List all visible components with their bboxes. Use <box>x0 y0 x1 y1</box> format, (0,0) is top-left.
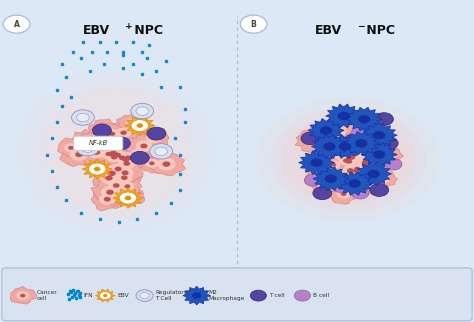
Circle shape <box>357 157 374 168</box>
FancyBboxPatch shape <box>2 268 472 321</box>
Circle shape <box>136 107 148 115</box>
Circle shape <box>110 150 117 155</box>
Circle shape <box>339 142 351 151</box>
Circle shape <box>362 161 368 166</box>
Circle shape <box>354 166 360 171</box>
Circle shape <box>345 158 350 162</box>
Circle shape <box>337 170 352 180</box>
Polygon shape <box>330 165 360 186</box>
Circle shape <box>328 135 344 146</box>
Circle shape <box>92 149 100 155</box>
Polygon shape <box>125 115 155 136</box>
Polygon shape <box>109 150 140 171</box>
Polygon shape <box>98 147 128 169</box>
Ellipse shape <box>34 82 198 221</box>
Polygon shape <box>75 141 116 164</box>
Circle shape <box>86 138 104 150</box>
Circle shape <box>374 113 393 126</box>
Circle shape <box>337 189 351 199</box>
Circle shape <box>310 158 323 167</box>
Circle shape <box>370 184 389 196</box>
Circle shape <box>321 182 328 186</box>
Circle shape <box>68 146 74 150</box>
Polygon shape <box>372 170 397 187</box>
Polygon shape <box>88 119 118 139</box>
Ellipse shape <box>271 107 426 212</box>
Polygon shape <box>148 151 186 176</box>
Circle shape <box>111 155 117 159</box>
Text: B: B <box>251 20 256 29</box>
Circle shape <box>381 151 395 161</box>
Polygon shape <box>97 144 127 165</box>
Polygon shape <box>60 142 98 167</box>
Circle shape <box>348 179 361 188</box>
Circle shape <box>163 161 170 167</box>
Circle shape <box>346 160 350 163</box>
Polygon shape <box>359 173 384 189</box>
Circle shape <box>123 157 129 162</box>
Circle shape <box>250 290 266 301</box>
Circle shape <box>342 152 348 156</box>
Circle shape <box>97 124 112 134</box>
Circle shape <box>365 152 383 164</box>
Polygon shape <box>352 153 380 175</box>
Circle shape <box>359 177 376 189</box>
Circle shape <box>104 129 120 139</box>
Circle shape <box>116 172 132 183</box>
Circle shape <box>92 124 111 137</box>
Polygon shape <box>110 160 143 185</box>
FancyBboxPatch shape <box>73 136 123 150</box>
Circle shape <box>340 153 346 156</box>
Polygon shape <box>183 286 210 305</box>
Polygon shape <box>106 182 142 207</box>
Circle shape <box>109 153 115 157</box>
Polygon shape <box>305 168 336 188</box>
Polygon shape <box>140 153 165 173</box>
Circle shape <box>88 163 106 175</box>
Circle shape <box>137 123 143 128</box>
Polygon shape <box>336 151 361 167</box>
Polygon shape <box>349 171 385 195</box>
Circle shape <box>329 125 347 137</box>
Polygon shape <box>295 130 326 153</box>
Polygon shape <box>354 145 392 171</box>
Circle shape <box>352 187 369 199</box>
Circle shape <box>72 110 94 125</box>
Circle shape <box>77 136 93 147</box>
Polygon shape <box>109 122 138 143</box>
Polygon shape <box>108 146 138 170</box>
Polygon shape <box>333 159 365 181</box>
Circle shape <box>125 156 132 160</box>
Polygon shape <box>299 151 335 175</box>
Circle shape <box>82 139 89 144</box>
Polygon shape <box>101 174 132 198</box>
Circle shape <box>321 169 329 174</box>
Circle shape <box>109 150 123 159</box>
Circle shape <box>105 175 113 181</box>
Circle shape <box>120 182 134 191</box>
Polygon shape <box>308 118 344 142</box>
Circle shape <box>336 150 350 159</box>
Circle shape <box>358 115 370 123</box>
Circle shape <box>70 148 88 161</box>
Text: A: A <box>14 20 19 29</box>
Circle shape <box>363 158 369 162</box>
Circle shape <box>100 172 118 184</box>
Circle shape <box>341 192 346 196</box>
Circle shape <box>333 138 339 143</box>
Polygon shape <box>118 186 145 204</box>
Polygon shape <box>10 286 37 304</box>
Circle shape <box>347 168 354 173</box>
Text: NF-kB: NF-kB <box>89 140 108 146</box>
Circle shape <box>343 167 357 176</box>
Polygon shape <box>137 128 169 150</box>
Circle shape <box>327 160 340 169</box>
Text: EBV: EBV <box>83 24 110 37</box>
Circle shape <box>104 197 111 202</box>
Circle shape <box>131 103 154 119</box>
Circle shape <box>136 290 153 301</box>
Circle shape <box>342 156 354 164</box>
Polygon shape <box>307 124 340 147</box>
Text: NPC: NPC <box>362 24 395 37</box>
